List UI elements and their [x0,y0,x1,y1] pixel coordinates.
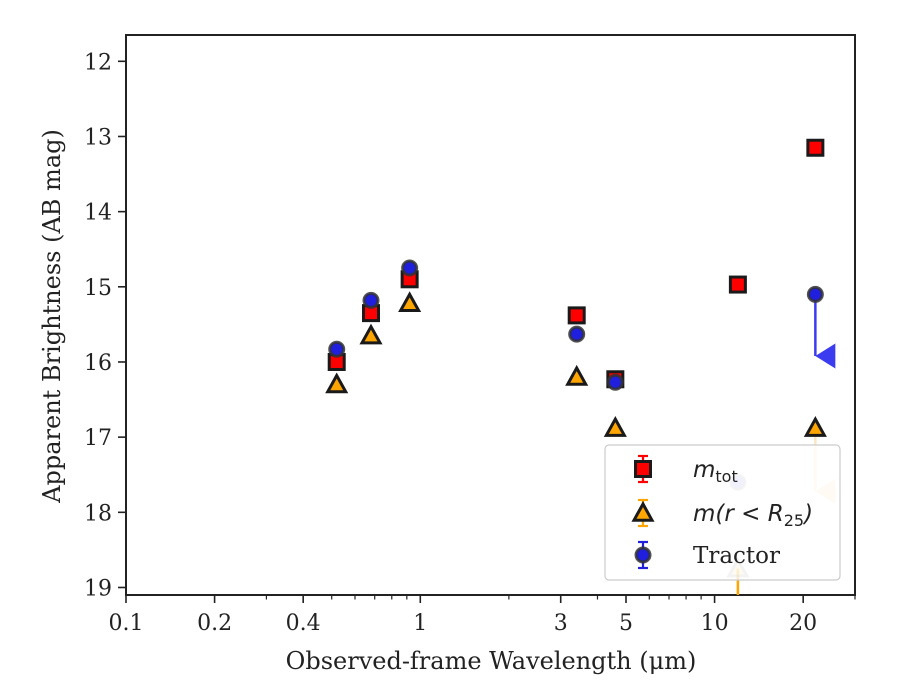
data-point [398,291,422,313]
x-tick-label: 20 [789,611,817,636]
y-tick-label: 16 [84,351,112,376]
data-point [806,285,824,303]
legend-marker [631,500,655,522]
x-tick-label: 1 [413,611,427,636]
x-tick-label: 3 [554,611,568,636]
data-point [806,138,825,157]
data-point [328,340,346,358]
x-tick-label: 0.2 [197,611,232,636]
data-point [325,372,349,394]
legend-label: m(r < R25) [693,501,813,530]
data-point [362,291,380,309]
x-tick-label: 10 [701,611,729,636]
y-tick-label: 13 [84,125,112,150]
legend-label: mtot [693,457,738,486]
data-point [728,275,747,294]
y-tick-label: 18 [84,501,112,526]
x-tick-label: 0.4 [286,611,321,636]
data-point [606,373,624,391]
y-tick-label: 17 [84,426,112,451]
data-point [565,364,589,386]
y-tick-label: 15 [84,276,112,301]
legend-marker [634,460,652,478]
legend: mtot m(r < R25) Tractor [604,444,841,581]
data-point [603,416,627,437]
x-axis-label: Observed-frame Wavelength (μm) [286,647,697,675]
data-point [567,306,586,325]
data-point [803,416,827,437]
x-tick-label: 0.1 [109,611,144,636]
plot-frame [125,34,856,596]
legend-box [604,444,841,581]
data-point [401,259,419,277]
y-axis-label: Apparent Brightness (AB mag) [38,129,66,504]
y-tick-label: 12 [84,50,112,75]
y-tick-label: 19 [84,576,112,601]
legend-label: Tractor [693,543,780,569]
data-point [359,323,383,345]
legend-marker [634,546,652,564]
data-point [568,325,586,343]
data-layer [325,138,836,595]
x-tick-label: 5 [619,611,633,636]
y-tick-label: 14 [84,201,112,226]
